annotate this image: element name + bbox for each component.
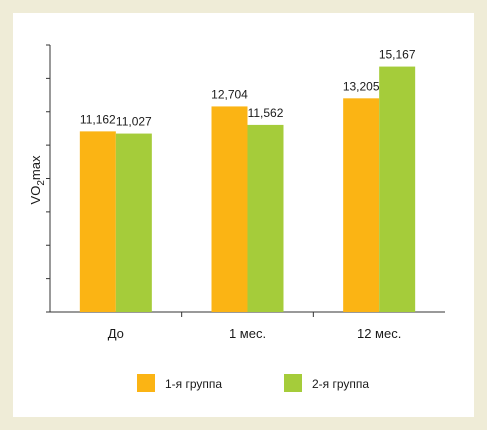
legend-label-1: 1-я группа (165, 377, 222, 391)
bar-1-1 (79, 131, 116, 312)
x-tick-label: 12 мес. (357, 326, 401, 341)
y-axis-label: VO2max (28, 155, 47, 204)
x-tick-labels: До 1 мес. 12 мес. (108, 326, 402, 341)
bar-2-2 (247, 124, 284, 312)
legend-swatch-2 (284, 374, 302, 392)
legend: 1-я группа 2-я группа (137, 374, 369, 392)
data-label-2-1: 11,027 (116, 115, 152, 129)
bar-2-3 (379, 66, 416, 312)
bars (79, 66, 416, 313)
data-label-2-2: 11,562 (248, 106, 284, 120)
bar-1-3 (343, 98, 380, 312)
bar-2-1 (115, 133, 152, 312)
legend-label-2: 2-я группа (312, 377, 369, 391)
data-label-1-3: 13,205 (343, 79, 380, 93)
bar-1-2 (211, 106, 248, 313)
data-label-1-2: 12,704 (211, 87, 248, 101)
x-tick-label: До (108, 326, 124, 341)
data-label-1-1: 11,162 (80, 112, 116, 126)
x-tick-label: 1 мес. (229, 326, 266, 341)
legend-swatch-1 (137, 374, 155, 392)
data-label-2-3: 15,167 (379, 48, 416, 62)
